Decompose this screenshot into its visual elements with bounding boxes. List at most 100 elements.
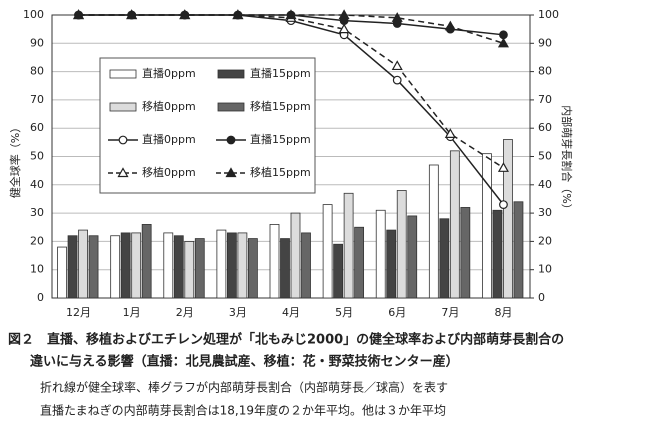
bar [386, 229, 397, 299]
y-axis-title: 健全球率（%） [8, 122, 22, 198]
line-marker [338, 23, 350, 34]
legend-swatch [217, 69, 245, 79]
y2-tick-label: 70 [538, 93, 552, 106]
bar [247, 238, 258, 299]
bar [513, 201, 524, 299]
x-tick-label: 3月 [229, 306, 247, 319]
x-tick-label: 4月 [282, 306, 300, 319]
line-marker [499, 30, 508, 40]
line-marker [73, 9, 85, 20]
bar [492, 209, 503, 299]
legend-swatch [217, 102, 245, 112]
bar [301, 232, 311, 299]
line-marker [126, 9, 138, 20]
bar [280, 238, 290, 299]
caption: 図２ 直播、移植およびエチレン処理が「北もみじ2000」の健全球率および内部萌芽… [8, 332, 564, 348]
y-tick-label: 80 [30, 65, 44, 78]
y2-tick-label: 0 [538, 291, 545, 304]
bar [67, 235, 78, 299]
bar [333, 243, 344, 299]
x-tick-label: 5月 [335, 306, 353, 319]
y2-tick-label: 90 [538, 36, 552, 49]
line-marker [338, 9, 350, 20]
legend-label: 移植0ppm [142, 165, 196, 179]
bar [120, 232, 131, 299]
y2-tick-label: 100 [538, 8, 559, 21]
x-tick-label: 7月 [441, 306, 459, 319]
bar [396, 190, 407, 299]
bar [216, 229, 227, 299]
legend-box [99, 57, 316, 194]
bar [439, 218, 450, 299]
legend-marker [117, 167, 129, 178]
legend-marker [225, 167, 237, 178]
y2-axis-title: 内部萌芽長割合（%） [560, 105, 574, 214]
legend-label: 直播15ppm [250, 132, 311, 146]
y2-tick-label: 60 [538, 121, 552, 134]
bar [503, 139, 513, 299]
line-marker [232, 9, 244, 20]
x-tick-label: 12月 [66, 306, 91, 319]
legend-label: 移植15ppm [250, 99, 311, 113]
line-marker [392, 75, 402, 85]
y-tick-label: 60 [30, 121, 44, 134]
legend-marker [226, 135, 236, 145]
line-marker [391, 12, 403, 22]
bar [269, 224, 280, 299]
bar [141, 224, 152, 299]
bar [354, 226, 365, 299]
legend-swatch [109, 102, 137, 112]
bar [407, 215, 418, 299]
y2-tick-label: 50 [538, 150, 552, 163]
line-marker [179, 9, 191, 20]
x-tick-label: 8月 [494, 306, 512, 319]
x-tick-label: 6月 [388, 306, 406, 319]
y-tick-label: 0 [37, 291, 44, 304]
legend-label: 直播0ppm [142, 66, 196, 80]
line-marker [499, 200, 508, 210]
y2-tick-label: 20 [538, 234, 552, 247]
bar [343, 192, 354, 299]
bar [57, 246, 67, 299]
bar [237, 232, 248, 299]
bar [290, 212, 301, 299]
bar [428, 164, 439, 299]
bar [194, 238, 205, 299]
line-marker [391, 60, 403, 71]
bar [173, 235, 184, 299]
bar [78, 229, 88, 299]
x-tick-label: 2月 [176, 306, 194, 319]
y2-tick-label: 80 [538, 65, 552, 78]
y-tick-label: 70 [30, 93, 44, 106]
line-marker [497, 162, 509, 172]
y-tick-label: 90 [30, 36, 44, 49]
x-tick-label: 1月 [123, 306, 141, 319]
y-tick-label: 40 [30, 178, 44, 191]
y2-tick-label: 10 [538, 263, 552, 276]
bar [322, 204, 333, 299]
bar [375, 209, 386, 299]
note: 折れ線が健全球率、棒グラフが内部萌芽長割合（内部萌芽長／球高）を表す [40, 380, 448, 395]
bar [88, 235, 99, 299]
caption: 違いに与える影響（直播：北見農試産、移植：花・野菜技術センター産） [30, 354, 459, 370]
legend-label: 直播0ppm [142, 132, 196, 146]
bar [184, 240, 195, 299]
bar [163, 232, 174, 299]
y-tick-label: 10 [30, 263, 44, 276]
line-marker [444, 20, 456, 31]
bar [226, 232, 237, 299]
legend-label: 移植15ppm [250, 165, 311, 179]
y-tick-label: 100 [23, 8, 44, 21]
legend-label: 移植0ppm [142, 99, 196, 113]
bar [110, 235, 121, 299]
y-tick-label: 20 [30, 234, 44, 247]
bar [449, 150, 460, 299]
y-tick-label: 50 [30, 150, 44, 163]
y2-tick-label: 30 [538, 206, 552, 219]
line-marker [285, 9, 297, 20]
legend-swatch [109, 69, 137, 79]
line-marker [497, 37, 509, 48]
legend-marker [118, 135, 128, 145]
bar [131, 232, 142, 299]
note: 直播たまねぎの内部萌芽長割合は18,19年度の２か年平均。他は３か年平均 [40, 403, 446, 418]
